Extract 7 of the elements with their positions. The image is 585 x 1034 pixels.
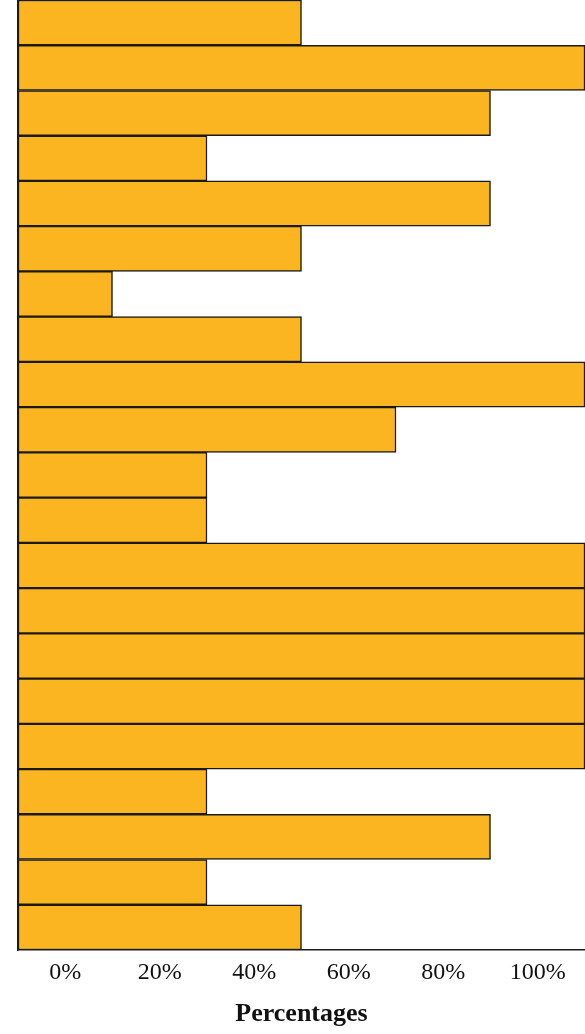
x-tick-label: 60% [326, 957, 371, 984]
x-axis-title: Percentages [235, 998, 368, 1028]
x-tick-label: 20% [137, 957, 182, 984]
x-tick-label: 0% [49, 957, 82, 984]
x-tick-label: 40% [232, 957, 277, 984]
x-tick-label: 100% [509, 957, 566, 984]
x-tick-label: 80% [421, 957, 466, 984]
